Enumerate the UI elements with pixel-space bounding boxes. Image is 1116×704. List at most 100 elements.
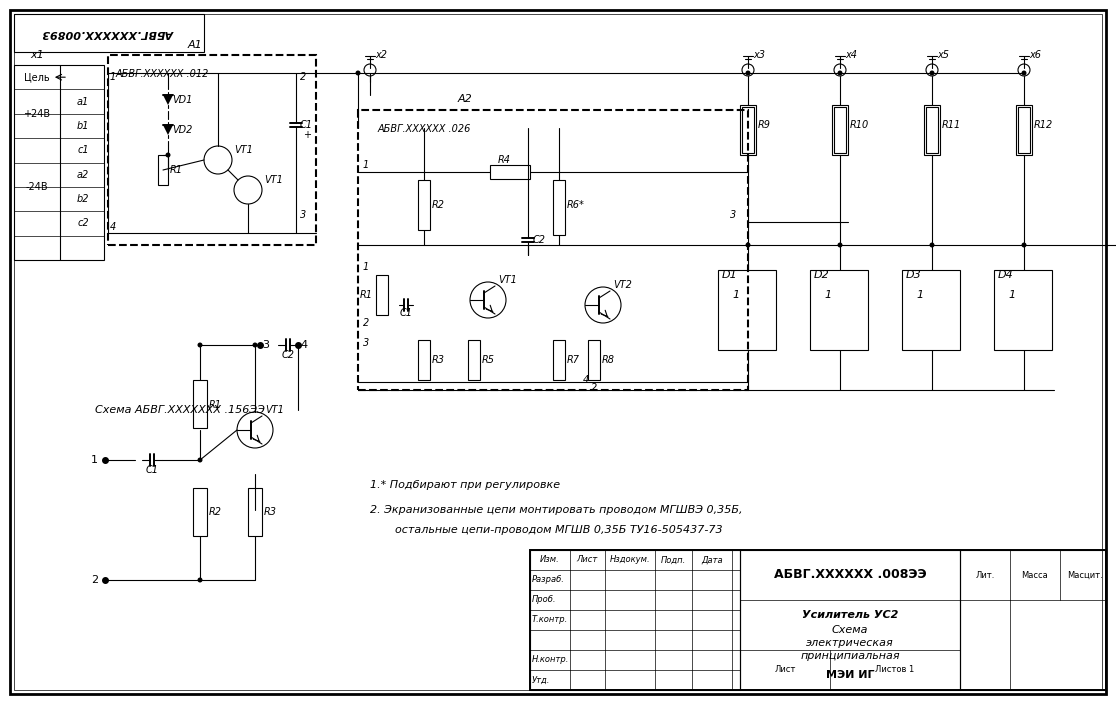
Text: a1: a1 — [77, 96, 89, 106]
Circle shape — [165, 153, 171, 158]
Text: 2: 2 — [363, 318, 369, 328]
Text: х2: х2 — [375, 50, 387, 60]
Text: D3: D3 — [906, 270, 922, 280]
Bar — [742, 107, 754, 153]
Text: +: + — [304, 130, 311, 140]
Circle shape — [926, 64, 939, 76]
Bar — [740, 105, 756, 155]
Text: х3: х3 — [753, 50, 764, 60]
Text: b2: b2 — [77, 194, 89, 204]
Bar — [15, 65, 104, 260]
Bar — [833, 105, 848, 155]
Circle shape — [930, 242, 934, 248]
Text: Лист: Лист — [775, 665, 796, 674]
Text: 3: 3 — [300, 210, 306, 220]
Text: R3: R3 — [264, 507, 277, 517]
Bar — [926, 107, 939, 153]
Bar — [193, 488, 206, 536]
Text: C2: C2 — [281, 350, 295, 360]
Bar — [158, 155, 169, 185]
Text: х1: х1 — [30, 50, 44, 60]
Bar — [740, 550, 960, 690]
Text: Т.контр.: Т.контр. — [532, 615, 568, 624]
Text: принципиальная: принципиальная — [800, 651, 899, 661]
Text: Листов 1: Листов 1 — [875, 665, 915, 674]
Circle shape — [237, 412, 273, 448]
Bar — [193, 380, 206, 428]
Text: 4: 4 — [583, 375, 589, 385]
Text: D2: D2 — [814, 270, 830, 280]
Text: 1: 1 — [916, 290, 923, 300]
Bar — [490, 165, 530, 179]
Text: Цель: Цель — [25, 73, 50, 82]
Bar — [960, 550, 1106, 690]
Bar — [376, 275, 388, 315]
Text: 2: 2 — [90, 575, 98, 585]
Text: R3: R3 — [432, 355, 445, 365]
Text: R2: R2 — [432, 200, 445, 210]
Text: b1: b1 — [77, 121, 89, 131]
Text: Проб.: Проб. — [532, 596, 557, 605]
Text: электрическая: электрическая — [806, 638, 894, 648]
Text: Утд.: Утд. — [532, 676, 550, 684]
Text: R8: R8 — [602, 355, 615, 365]
Text: Лит.: Лит. — [975, 570, 994, 579]
Circle shape — [1021, 242, 1027, 248]
Bar — [834, 107, 846, 153]
Text: Подп.: Подп. — [661, 555, 685, 565]
Circle shape — [837, 70, 843, 75]
Text: Дата: Дата — [701, 555, 723, 565]
Text: 1: 1 — [92, 455, 98, 465]
Circle shape — [198, 343, 202, 348]
Text: х5: х5 — [937, 50, 949, 60]
Text: R1: R1 — [209, 400, 222, 410]
Text: Масса: Масса — [1021, 570, 1048, 579]
Text: 2: 2 — [300, 72, 306, 82]
Text: R9: R9 — [758, 120, 771, 130]
Circle shape — [252, 343, 258, 348]
Bar — [108, 55, 316, 245]
Text: R11: R11 — [942, 120, 961, 130]
Bar — [1018, 107, 1030, 153]
Text: +24В: +24В — [23, 108, 50, 119]
Circle shape — [834, 64, 846, 76]
Bar — [530, 550, 740, 690]
Text: -24В: -24В — [26, 182, 48, 192]
Bar — [530, 550, 1106, 690]
Text: R1: R1 — [170, 165, 183, 175]
Text: R1: R1 — [360, 290, 373, 300]
Text: остальные цепи-проводом МГШВ 0,35Б ТУ16-505437-73: остальные цепи-проводом МГШВ 0,35Б ТУ16-… — [395, 525, 723, 535]
Bar — [718, 270, 776, 350]
Bar — [810, 270, 868, 350]
Circle shape — [204, 146, 232, 174]
Text: 1: 1 — [363, 262, 369, 272]
Bar — [588, 340, 600, 380]
Bar — [418, 340, 430, 380]
Text: 4: 4 — [110, 222, 116, 232]
Text: Н.контр.: Н.контр. — [532, 655, 569, 665]
Text: Лист: Лист — [576, 555, 598, 565]
Text: Масцит.: Масцит. — [1067, 570, 1103, 579]
Text: c2: c2 — [77, 218, 89, 228]
Text: АБВГ.XXXXXX .008ЭЭ: АБВГ.XXXXXX .008ЭЭ — [773, 569, 926, 582]
Text: МЭИ ИГ: МЭИ ИГ — [826, 670, 874, 680]
Text: R12: R12 — [1035, 120, 1054, 130]
Text: R4: R4 — [498, 155, 510, 165]
Circle shape — [198, 458, 202, 463]
Circle shape — [742, 64, 754, 76]
Circle shape — [585, 287, 620, 323]
Text: R5: R5 — [482, 355, 496, 365]
Circle shape — [745, 70, 750, 75]
Text: VT1: VT1 — [498, 275, 517, 285]
Text: 3: 3 — [262, 340, 269, 350]
Bar — [1016, 105, 1032, 155]
Text: Изм.: Изм. — [540, 555, 560, 565]
Text: VT1: VT1 — [264, 405, 283, 415]
Circle shape — [356, 70, 360, 75]
Circle shape — [234, 176, 262, 204]
Text: VT2: VT2 — [613, 280, 632, 290]
Polygon shape — [163, 95, 173, 105]
Bar — [248, 488, 262, 536]
Text: А2: А2 — [458, 94, 473, 104]
Circle shape — [837, 242, 843, 248]
